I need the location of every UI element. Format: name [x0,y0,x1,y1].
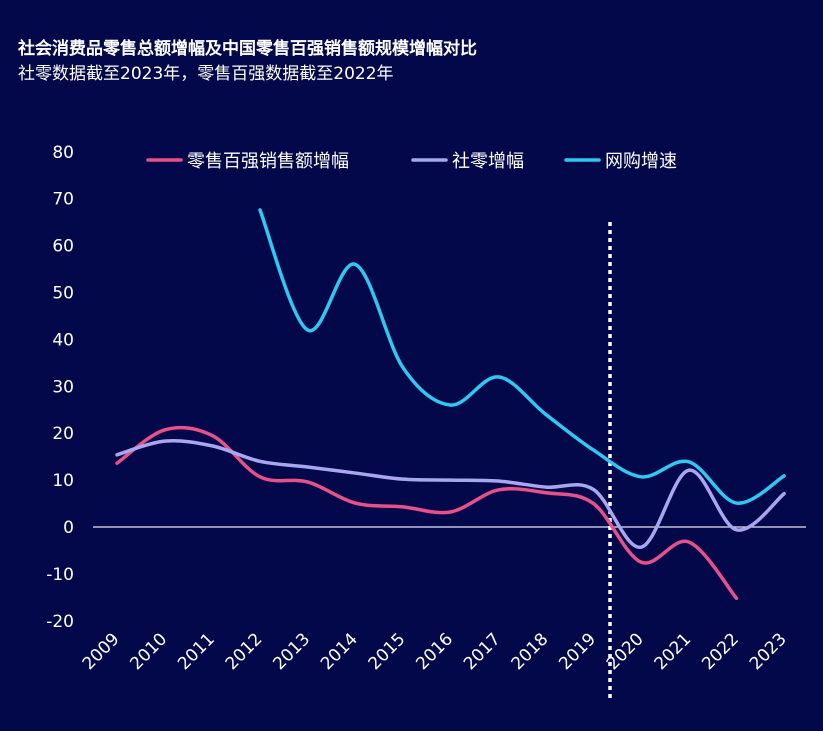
y-tick-label: -20 [46,612,74,632]
y-tick-label: 20 [52,424,74,444]
chart-title: 社会消费品零售总额增幅及中国零售百强销售额规模增幅对比 [18,39,477,59]
x-tick-label: 2019 [555,629,600,674]
x-tick-label: 2022 [698,629,743,674]
y-tick-label: 0 [63,518,74,538]
y-tick-label: 80 [52,143,74,163]
x-tick-label: 2020 [603,629,648,674]
x-tick-label: 2015 [365,629,410,674]
x-tick-label: 2009 [79,629,124,674]
legend-label: 社零增幅 [452,151,524,172]
series-line-1 [115,425,739,601]
y-tick-label: 30 [52,377,74,397]
x-tick-label: 2021 [651,629,696,674]
x-tick-label: 2023 [746,629,791,674]
chart-subtitle: 社零数据截至2023年，零售百强数据截至2022年 [18,64,394,84]
y-tick-label: 50 [52,284,74,304]
series-line-3 [258,208,786,505]
x-tick-label: 2011 [174,629,219,674]
legend-label: 网购增速 [605,151,677,172]
x-tick-label: 2010 [126,629,171,674]
y-tick-label: -10 [46,565,74,585]
y-tick-label: 60 [52,237,74,257]
x-tick-label: 2012 [222,629,267,674]
x-tick-label: 2014 [317,629,362,674]
series-line-2 [115,439,786,549]
y-tick-label: 40 [52,330,74,350]
x-tick-label: 2018 [508,629,553,674]
x-tick-label: 2017 [460,629,505,674]
x-tick-label: 2013 [269,629,314,674]
y-tick-label: 10 [52,471,74,491]
y-tick-label: 70 [52,190,74,210]
x-tick-label: 2016 [412,629,457,674]
legend-label: 零售百强销售额增幅 [187,151,349,172]
